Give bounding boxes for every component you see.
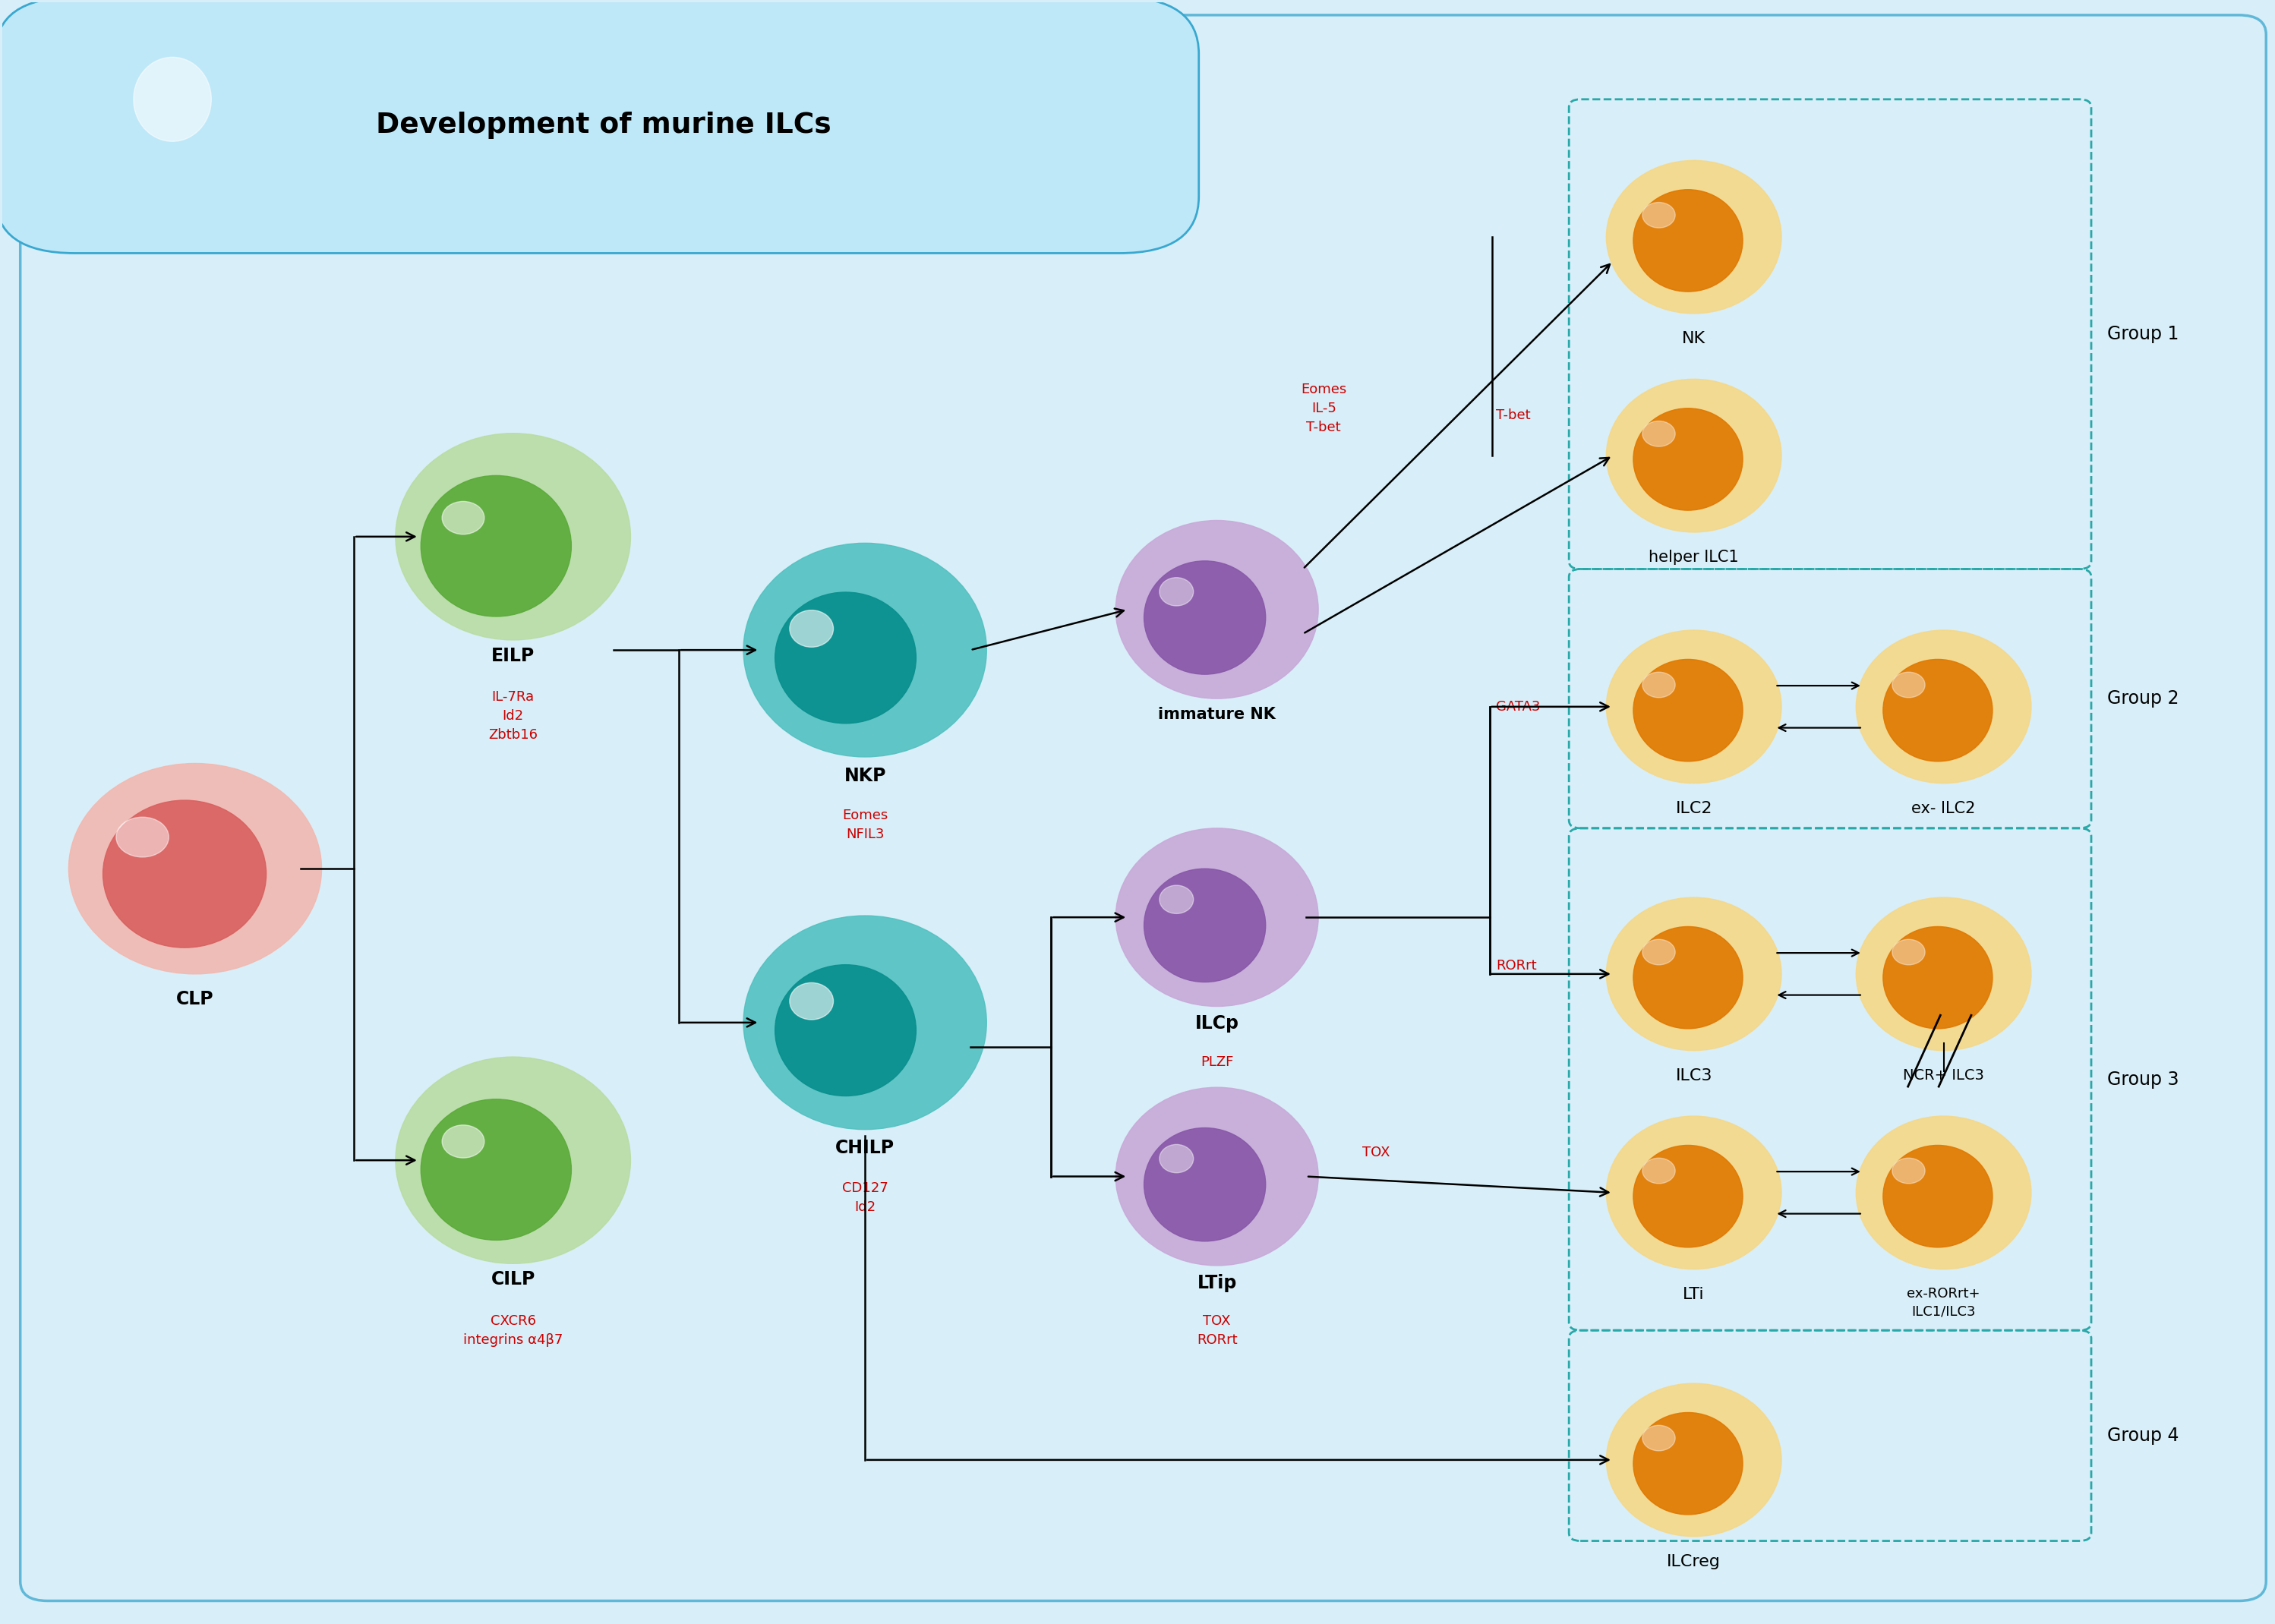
Ellipse shape <box>1606 378 1781 533</box>
Ellipse shape <box>68 763 321 974</box>
Ellipse shape <box>1633 408 1743 510</box>
Text: TOX
RORrt: TOX RORrt <box>1197 1314 1238 1346</box>
Ellipse shape <box>1643 1158 1674 1184</box>
Text: RORrt: RORrt <box>1497 960 1538 973</box>
Ellipse shape <box>1115 520 1317 698</box>
Ellipse shape <box>1606 161 1781 313</box>
Text: LTip: LTip <box>1197 1273 1238 1291</box>
Text: Group 1: Group 1 <box>2107 325 2179 343</box>
Ellipse shape <box>1893 1158 1925 1184</box>
Text: LTi: LTi <box>1684 1286 1704 1302</box>
Text: Group 4: Group 4 <box>2107 1426 2179 1445</box>
Text: GATA3: GATA3 <box>1497 700 1540 713</box>
Ellipse shape <box>1633 927 1743 1028</box>
Text: ex-RORrt+
ILC1/ILC3: ex-RORrt+ ILC1/ILC3 <box>1906 1286 1979 1319</box>
Ellipse shape <box>1115 828 1317 1007</box>
Ellipse shape <box>1893 939 1925 965</box>
Text: TOX: TOX <box>1363 1145 1390 1160</box>
Ellipse shape <box>1115 1088 1317 1265</box>
FancyBboxPatch shape <box>0 0 1199 253</box>
Ellipse shape <box>1643 939 1674 965</box>
Ellipse shape <box>1160 885 1194 914</box>
Ellipse shape <box>396 1057 630 1263</box>
Ellipse shape <box>1884 1145 1993 1247</box>
Ellipse shape <box>441 1125 485 1158</box>
Ellipse shape <box>102 801 266 948</box>
Ellipse shape <box>776 593 917 723</box>
Text: IL-7Ra
Id2
Zbtb16: IL-7Ra Id2 Zbtb16 <box>489 690 537 742</box>
Text: ILC3: ILC3 <box>1674 1069 1713 1083</box>
Ellipse shape <box>1856 898 2032 1051</box>
Text: Eomes
NFIL3: Eomes NFIL3 <box>842 809 887 841</box>
Text: ILC2: ILC2 <box>1674 801 1713 815</box>
Ellipse shape <box>1884 927 1993 1028</box>
Ellipse shape <box>1606 1384 1781 1536</box>
Text: T-bet: T-bet <box>1497 408 1531 422</box>
Text: ILCp: ILCp <box>1194 1015 1240 1033</box>
Ellipse shape <box>1606 1116 1781 1270</box>
Text: CILP: CILP <box>491 1270 535 1288</box>
Text: Group 3: Group 3 <box>2107 1070 2179 1088</box>
Text: CHILP: CHILP <box>835 1138 894 1158</box>
Ellipse shape <box>1144 869 1265 983</box>
Ellipse shape <box>1144 1127 1265 1241</box>
Text: NCR+ ILC3: NCR+ ILC3 <box>1904 1069 1984 1082</box>
Text: EILP: EILP <box>491 646 535 664</box>
Text: ILCreg: ILCreg <box>1668 1554 1720 1569</box>
Ellipse shape <box>1144 560 1265 674</box>
Ellipse shape <box>1893 672 1925 698</box>
Ellipse shape <box>1643 203 1674 227</box>
Ellipse shape <box>789 611 833 646</box>
Text: Development of murine ILCs: Development of murine ILCs <box>375 112 833 140</box>
Ellipse shape <box>1643 672 1674 698</box>
Text: NK: NK <box>1681 331 1706 346</box>
Ellipse shape <box>1160 578 1194 606</box>
Ellipse shape <box>1856 630 2032 783</box>
Text: Eomes
IL-5
T-bet: Eomes IL-5 T-bet <box>1301 383 1347 434</box>
Ellipse shape <box>116 817 168 857</box>
Ellipse shape <box>421 476 571 617</box>
Ellipse shape <box>1856 1116 2032 1270</box>
Text: helper ILC1: helper ILC1 <box>1649 549 1738 565</box>
Text: PLZF: PLZF <box>1201 1056 1233 1069</box>
Ellipse shape <box>1643 1426 1674 1450</box>
Ellipse shape <box>1606 898 1781 1051</box>
FancyBboxPatch shape <box>20 15 2266 1601</box>
Ellipse shape <box>1633 1413 1743 1515</box>
Ellipse shape <box>396 434 630 640</box>
Text: CLP: CLP <box>175 991 214 1009</box>
Text: NKP: NKP <box>844 767 885 784</box>
Ellipse shape <box>1633 659 1743 762</box>
Ellipse shape <box>441 502 485 534</box>
Ellipse shape <box>1633 1145 1743 1247</box>
Text: immature NK: immature NK <box>1158 706 1276 723</box>
Ellipse shape <box>744 542 987 757</box>
Ellipse shape <box>744 916 987 1129</box>
Text: CD127
Id2: CD127 Id2 <box>842 1181 887 1215</box>
Ellipse shape <box>1643 421 1674 447</box>
Text: CXCR6
integrins α4β7: CXCR6 integrins α4β7 <box>464 1314 562 1346</box>
Ellipse shape <box>789 983 833 1020</box>
Ellipse shape <box>1606 630 1781 783</box>
Text: ex- ILC2: ex- ILC2 <box>1911 801 1975 815</box>
Ellipse shape <box>421 1099 571 1241</box>
Ellipse shape <box>776 965 917 1096</box>
Ellipse shape <box>134 57 212 141</box>
Ellipse shape <box>1633 190 1743 292</box>
Text: Group 2: Group 2 <box>2107 690 2179 708</box>
Ellipse shape <box>1160 1145 1194 1173</box>
Ellipse shape <box>1884 659 1993 762</box>
